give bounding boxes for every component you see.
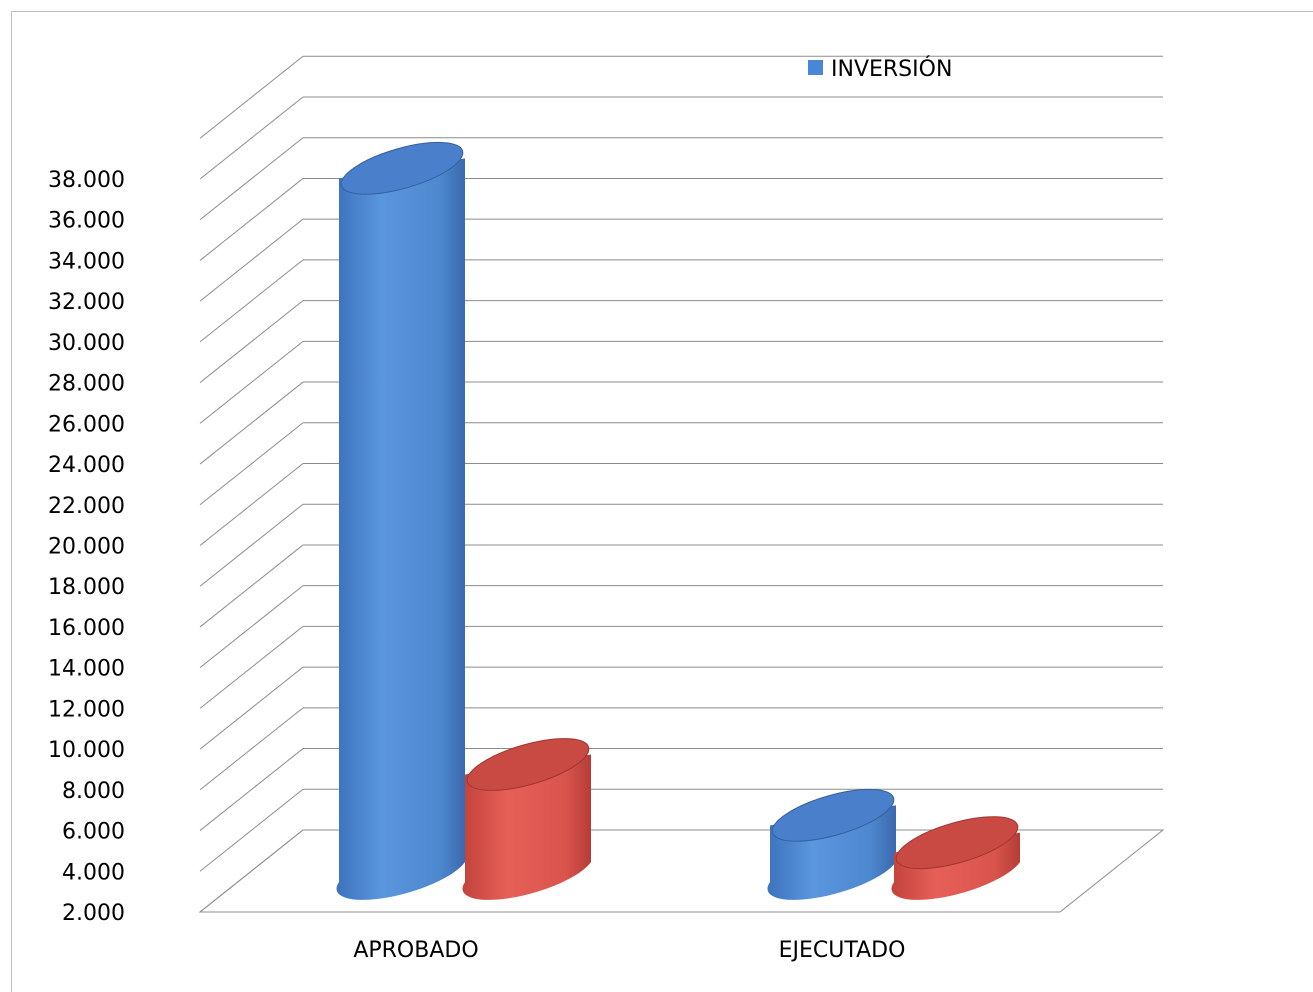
y-tick-label: 16.000 [48, 616, 125, 641]
y-tick-label: 4.000 [62, 860, 125, 885]
y-tick-label: 20.000 [48, 535, 125, 560]
y-tick-label: 12.000 [48, 697, 125, 722]
x-category-label: APROBADO [353, 938, 478, 963]
y-tick-label: 26.000 [48, 412, 125, 437]
y-tick-label: 28.000 [48, 372, 125, 397]
x-category-label: EJECUTADO [779, 938, 906, 963]
bar-cylinder [891, 816, 1020, 900]
y-tick-label: 38.000 [48, 168, 125, 193]
gridline [199, 137, 1163, 221]
bar-cylinder [336, 141, 465, 900]
y-tick-label: 22.000 [48, 494, 125, 519]
chart-frame [11, 11, 1313, 992]
legend-label: INVERSIÓN [831, 56, 952, 82]
y-tick-label: 2.000 [62, 901, 125, 926]
bar-cylinder [462, 738, 591, 900]
y-tick-label: 34.000 [48, 249, 125, 274]
y-tick-label: 36.000 [48, 209, 125, 234]
y-tick-label: 24.000 [48, 453, 125, 478]
legend: INVERSIÓN [808, 56, 952, 82]
y-tick-label: 30.000 [48, 331, 125, 356]
y-axis: 2.000 4.000 6.000 8.000 10.000 12.000 14.000 16… [48, 168, 125, 926]
legend-swatch [808, 60, 823, 75]
chart-floor [198, 829, 1165, 913]
y-tick-label: 10.000 [48, 738, 125, 763]
y-tick-label: 18.000 [48, 575, 125, 600]
y-tick-label: 6.000 [62, 820, 125, 845]
y-tick-label: 14.000 [48, 657, 125, 682]
x-axis: APROBADO EJECUTADO [353, 938, 905, 963]
bars [336, 141, 1020, 900]
y-tick-label: 32.000 [48, 290, 125, 315]
gridline [199, 96, 1163, 180]
bar-cylinder [767, 788, 896, 900]
gridline [199, 55, 1163, 139]
y-tick-label: 8.000 [62, 779, 125, 804]
